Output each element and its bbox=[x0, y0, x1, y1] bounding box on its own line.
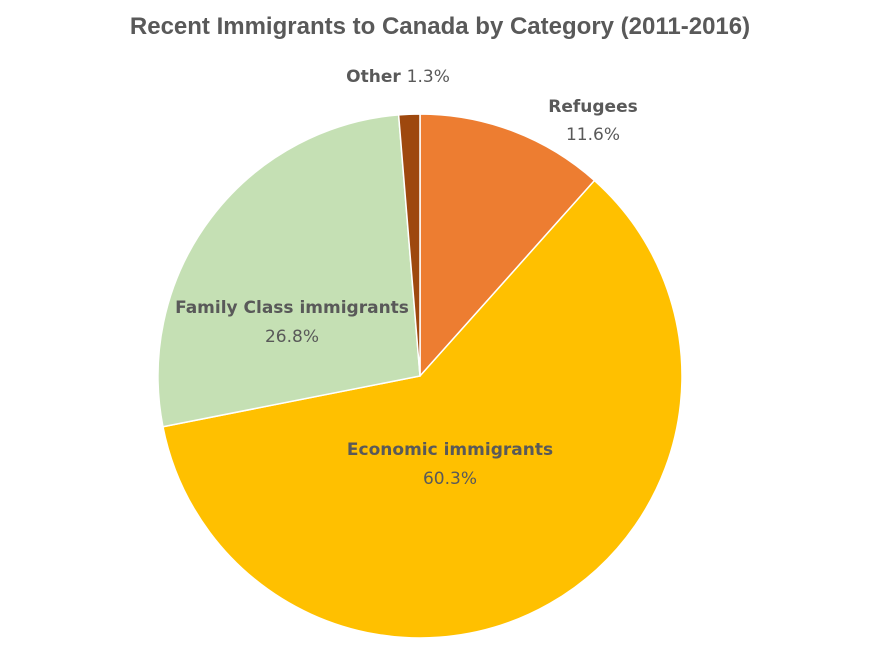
data-label-other-value: 1.3% bbox=[407, 67, 450, 87]
chart-title: Recent Immigrants to Canada by Category … bbox=[130, 13, 750, 40]
data-label-other-name: Other bbox=[346, 67, 407, 87]
data-label-other: Other 1.3% bbox=[346, 67, 450, 87]
data-label-family-class-immigrants-name: Family Class immigrants bbox=[175, 298, 409, 318]
pie-slices bbox=[157, 113, 683, 639]
pie-data-labels: Refugees 11.6% Economic immigrants 60.3% Fam… bbox=[175, 67, 638, 489]
data-label-refugees-name: Refugees bbox=[548, 97, 637, 117]
data-label-economic-immigrants-name: Economic immigrants bbox=[347, 440, 553, 460]
data-label-economic-immigrants-value: 60.3% bbox=[423, 469, 477, 489]
data-label-refugees-value: 11.6% bbox=[566, 125, 620, 145]
pie-slice-refugees bbox=[419, 113, 596, 378]
data-label-family-class-immigrants-value: 26.8% bbox=[265, 327, 319, 347]
pie-slice-family-class-immigrants bbox=[157, 114, 421, 428]
pie-slice-economic-immigrants bbox=[162, 179, 683, 639]
pie-slice-other bbox=[397, 113, 421, 377]
